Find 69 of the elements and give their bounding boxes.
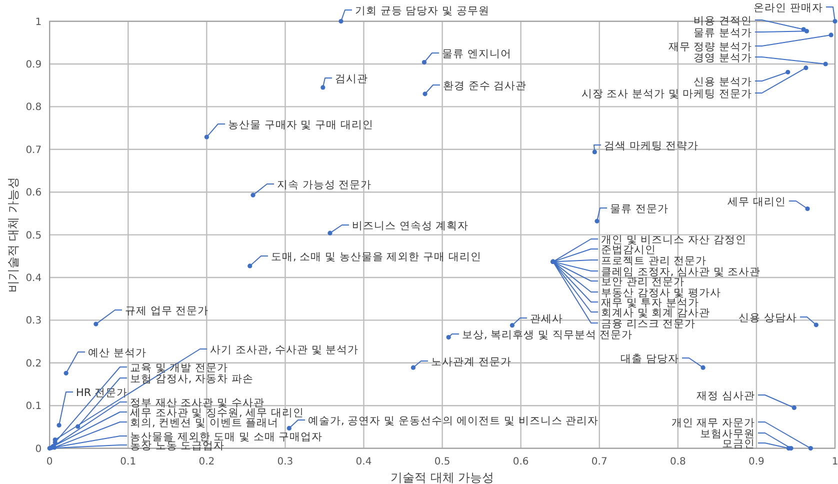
y-tick-label: 0 [35, 444, 42, 455]
annotation: 재정 심사관 [696, 390, 755, 402]
annotation: 보상, 복리후생 및 직무분석 전문가 [462, 328, 633, 341]
x-tick-label: 0.5 [434, 456, 450, 468]
annotation: 시장 조사 분석가 및 마케팅 전문가 [581, 88, 752, 100]
y-tick-label: 0.6 [26, 188, 42, 199]
annotation: 신용 분석가 [694, 76, 752, 88]
annotation: 금융 리스크 전문가 [601, 318, 696, 330]
annotation: 대출 담당자 [620, 352, 679, 365]
annotation: 회의, 컨벤션 및 이벤트 플래너 [130, 416, 279, 429]
annotation: 물류 전문가 [610, 202, 668, 215]
x-tick-label: 0.4 [356, 456, 372, 468]
y-tick-label: 1 [35, 16, 42, 28]
annotation: 농산물 구매자 및 구매 대리인 [228, 118, 374, 131]
x-tick-label: 0.8 [670, 456, 686, 468]
annotation: 예산 분석가 [88, 346, 146, 359]
annotation: 온라인 판매자 [754, 2, 823, 14]
annotation: 경영 분석가 [694, 52, 752, 64]
annotation: 관세사 [530, 312, 563, 325]
annotation: 보험 감정사, 자동차 파손 [130, 372, 254, 385]
annotation: 회계사 및 회계 감사관 [601, 306, 710, 319]
annotation: 지속 가능성 전문가 [277, 178, 372, 191]
x-tick-label: 0.7 [591, 456, 608, 468]
annotation: 물류 엔지니어 [442, 48, 512, 60]
annotation: 검색 마케팅 전략가 [604, 140, 699, 152]
annotation: 물류 분석가 [694, 26, 752, 39]
x-tick-label: 0 [46, 456, 53, 468]
y-tick-label: 0.3 [26, 316, 42, 327]
annotation: 세무 대리인 [728, 196, 786, 208]
annotation: 교육 및 개발 전문가 [130, 362, 228, 374]
annotation: 개인 및 비즈니스 자산 감정인 [601, 234, 746, 246]
annotation: 노사관계 전문가 [431, 356, 512, 368]
y-tick-label: 0.2 [26, 358, 42, 370]
x-tick-label: 0.2 [198, 456, 215, 468]
annotation: 재무 및 투자 분석가 [601, 296, 700, 309]
x-tick-label: 0.9 [748, 456, 764, 468]
x-tick-label: 0.1 [120, 456, 136, 468]
annotation: 부동산 감정사 및 평가사 [601, 286, 722, 299]
annotation: 비즈니스 연속성 계획자 [352, 220, 469, 232]
y-tick-label: 0.1 [26, 401, 42, 412]
annotation: 사기 조사관, 수사관 및 분석가 [210, 344, 359, 356]
y-tick-label: 0.7 [26, 144, 42, 156]
annotation: 재무 정량 분석가 [668, 40, 752, 53]
annotation: 준법감시인 [601, 244, 656, 256]
annotation: 세무 조사관 및 징수원, 세무 대리인 [130, 406, 304, 419]
annotation: 모금인 [722, 438, 755, 450]
annotation: 환경 준수 검사관 [443, 80, 527, 92]
y-tick-label: 0.5 [26, 230, 42, 242]
annotation: 도매, 소매 및 농산물을 제외한 구매 대리인 [271, 250, 482, 263]
x-axis-title: 기술적 대체 가능성 [390, 470, 494, 484]
x-tick-label: 1 [832, 456, 838, 468]
annotation: 예술가, 공연자 및 운동선수의 에이전트 및 비즈니스 관리자 [308, 414, 599, 427]
annotation: 클레임 조정자, 심사관 및 조사관 [601, 266, 761, 278]
annotation: 검시관 [335, 72, 368, 85]
annotation: 보안 관리 전문가 [601, 276, 685, 288]
y-tick-label: 0.4 [26, 273, 42, 284]
annotation: 신용 상담사 [738, 312, 797, 324]
y-tick-label: 0.8 [26, 102, 42, 114]
annotation: 프로젝트 관리 전문가 [601, 254, 707, 267]
annotation: 개인 재무 자문가 [671, 416, 755, 429]
annotation: 정부 재산 조사관 및 수사관 [130, 396, 264, 409]
annotation: 비용 견적인 [694, 14, 752, 27]
annotation: 기회 균등 담당자 및 공무원 [355, 4, 490, 17]
annotation: 보험사무원 [700, 428, 755, 440]
y-tick-label: 0.9 [26, 60, 42, 70]
x-tick-label: 0.3 [277, 456, 294, 468]
annotation: 규제 업무 전문가 [125, 304, 209, 317]
y-axis-title: 비기술적 대체 가능성 [6, 176, 20, 293]
x-tick-label: 0.6 [512, 456, 529, 468]
